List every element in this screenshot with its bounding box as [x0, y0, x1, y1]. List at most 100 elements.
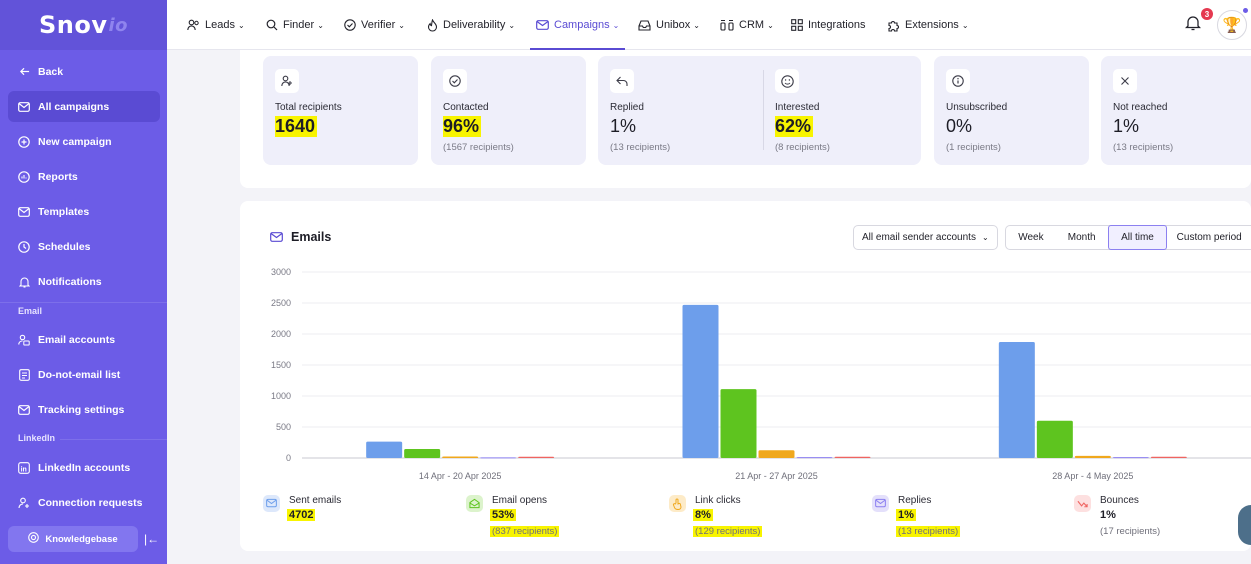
bar-bounces[interactable]: [518, 456, 555, 458]
chevron-down-icon: ⌄: [398, 20, 405, 30]
users-icon: [275, 69, 299, 93]
send-icon: [263, 495, 280, 512]
sidebar-item-tracking-settings[interactable]: Tracking settings: [8, 394, 160, 425]
bar-bounces[interactable]: [834, 456, 871, 458]
sidebar-item-do-not-email[interactable]: Do-not-email list: [8, 359, 160, 390]
nav-crm[interactable]: CRM ⌄: [720, 0, 774, 50]
notifications-badge: 3: [1201, 8, 1213, 20]
sidebar-item-label: Reports: [38, 170, 78, 183]
collapse-sidebar-icon[interactable]: |←: [144, 532, 160, 546]
bar-link-clicks[interactable]: [758, 450, 795, 458]
stat-value: 62%: [775, 116, 814, 137]
period-week[interactable]: Week: [1018, 232, 1044, 243]
chevron-down-icon: ⌄: [612, 20, 620, 30]
grid-icon: [791, 19, 803, 31]
period-all-time[interactable]: All time: [1107, 225, 1168, 250]
snovio-logo[interactable]: Snov io: [0, 0, 167, 50]
bar-replies[interactable]: [1112, 457, 1149, 459]
nav-deliverability[interactable]: Deliverability ⌄: [427, 0, 515, 50]
crm-icon: [720, 19, 734, 31]
sidebar-item-connection-requests[interactable]: Connection requests: [8, 487, 160, 518]
check-circle-icon: [443, 69, 467, 93]
cursor-click-icon: [669, 495, 686, 512]
stat-replied: Replied 1% (13 recipients): [610, 69, 670, 153]
sidebar-item-notifications[interactable]: Notifications: [8, 266, 160, 297]
x-tick-label: 21 Apr - 27 Apr 2025: [735, 471, 818, 481]
legend-value: 8%: [693, 509, 713, 521]
sidebar-item-label: Templates: [38, 205, 90, 218]
chevron-down-icon: ⌄: [237, 20, 245, 30]
y-tick-label: 2000: [271, 329, 291, 339]
bar-link-clicks[interactable]: [442, 456, 479, 458]
sidebar-item-label: Schedules: [38, 240, 91, 253]
knowledgebase-button[interactable]: Knowledgebase: [8, 526, 138, 552]
sidebar-item-label: Tracking settings: [38, 403, 125, 416]
divider: [60, 439, 167, 440]
close-icon: [1113, 69, 1137, 93]
sidebar-item-email-accounts[interactable]: Email accounts: [8, 324, 160, 355]
list-icon: [18, 368, 30, 381]
bar-replies[interactable]: [480, 457, 517, 459]
user-plus-icon: [18, 497, 30, 509]
select-value: All email sender accounts: [862, 232, 976, 243]
stat-label: Unsubscribed: [946, 102, 1008, 113]
trophy-icon[interactable]: 🏆: [1217, 10, 1247, 40]
chat-avatar[interactable]: [1238, 505, 1251, 545]
bar-bounces[interactable]: [1150, 456, 1187, 458]
legend-value: 1%: [1100, 509, 1116, 521]
sidebar-item-all-campaigns[interactable]: All campaigns: [8, 91, 160, 122]
stat-label: Interested: [775, 102, 820, 113]
nav-integrations[interactable]: Integrations: [791, 0, 865, 50]
legend-name: Link clicks: [695, 495, 741, 506]
arrow-left-icon: [18, 66, 30, 78]
nav-campaigns[interactable]: Campaigns ⌄: [529, 0, 626, 50]
y-tick-label: 500: [276, 422, 291, 432]
puzzle-icon: [887, 19, 900, 32]
sidebar-item-templates[interactable]: Templates: [8, 196, 160, 227]
nav-extensions[interactable]: Extensions ⌄: [887, 0, 969, 50]
nav-label: Leads: [205, 19, 235, 31]
sidebar-item-reports[interactable]: Reports: [8, 161, 160, 192]
bar-replies[interactable]: [796, 457, 833, 459]
nav-label: Integrations: [808, 19, 866, 31]
divider: [763, 70, 764, 150]
stat-sub: (13 recipients): [610, 142, 671, 153]
users-icon: [187, 19, 200, 31]
x-tick-label: 28 Apr - 4 May 2025: [1052, 471, 1133, 481]
period-month[interactable]: Month: [1067, 232, 1096, 243]
y-tick-label: 3000: [271, 267, 291, 277]
stat-contacted: Contacted 96% (1567 recipients): [443, 69, 514, 153]
period-custom[interactable]: Custom period: [1176, 232, 1242, 243]
stat-sub: (1 recipients): [946, 142, 1001, 153]
stat-total-recipients: Total recipients 1640: [275, 69, 342, 137]
period-switcher: Week Month All time Custom period: [1005, 225, 1251, 250]
bar-link-clicks[interactable]: [1074, 455, 1111, 458]
bar-sent-emails[interactable]: [998, 342, 1035, 458]
sidebar-item-new-campaign[interactable]: New campaign: [8, 126, 160, 157]
bar-email-opens[interactable]: [404, 449, 441, 458]
notifications-bell-icon[interactable]: [1184, 14, 1202, 36]
nav-label: CRM: [739, 19, 765, 31]
nav-leads[interactable]: Leads ⌄: [187, 0, 245, 50]
chevron-down-icon: ⌄: [961, 20, 969, 30]
sidebar-item-schedules[interactable]: Schedules: [8, 231, 160, 262]
logo-text: Snov: [38, 11, 108, 39]
back-button[interactable]: Back: [8, 56, 160, 87]
check-circle-icon: [344, 19, 356, 31]
bar-email-opens[interactable]: [720, 389, 757, 458]
bar-email-opens[interactable]: [1036, 420, 1073, 458]
legend-name: Sent emails: [289, 495, 342, 506]
y-tick-label: 2500: [271, 298, 291, 308]
smile-icon: [775, 69, 799, 93]
nav-unibox[interactable]: Unibox ⌄: [638, 0, 700, 50]
nav-finder[interactable]: Finder ⌄: [266, 0, 324, 50]
y-tick-label: 1500: [271, 360, 291, 370]
sidebar-item-label: Email accounts: [38, 333, 116, 346]
nav-verifier[interactable]: Verifier ⌄: [344, 0, 405, 50]
bar-sent-emails[interactable]: [366, 441, 403, 458]
bar-sent-emails[interactable]: [682, 304, 719, 458]
sidebar-item-linkedin-accounts[interactable]: in LinkedIn accounts: [8, 452, 160, 483]
clock-icon: [18, 240, 30, 253]
sidebar-item-label: Connection requests: [38, 496, 143, 509]
sender-accounts-select[interactable]: All email sender accounts ⌄: [853, 225, 998, 250]
